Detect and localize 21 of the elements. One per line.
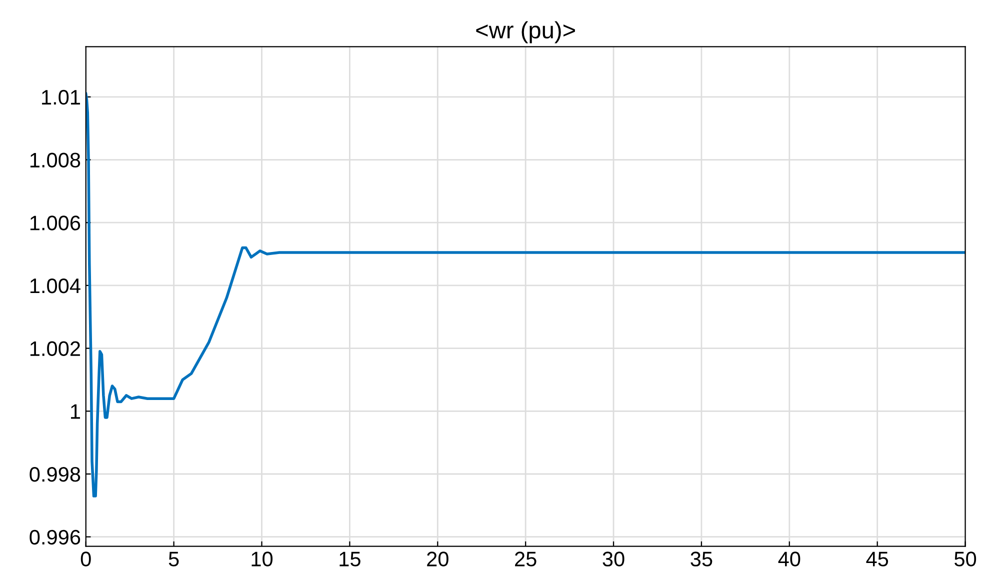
- x-tick-label: 20: [427, 552, 448, 566]
- y-tick-label: 1: [71, 404, 80, 419]
- y-tick-label: 1.006: [30, 216, 80, 230]
- x-tick-label: 15: [340, 552, 360, 566]
- y-tick-label: 1.004: [30, 278, 80, 294]
- y-tick-label: 0.996: [30, 530, 80, 545]
- x-tick-label: 50: [954, 552, 976, 566]
- x-tick-label: 30: [602, 552, 624, 566]
- x-tick-label: 10: [252, 552, 273, 566]
- x-tick-label: 35: [690, 552, 712, 566]
- line-series: [86, 92, 966, 498]
- x-tick-label: 45: [866, 552, 888, 566]
- y-tick-label: 0.998: [30, 467, 80, 482]
- y-tick-label: 1.01: [42, 90, 80, 105]
- x-tick-label: 25: [515, 552, 536, 566]
- y-tick-label: 1.008: [30, 152, 80, 168]
- y-tick-label: 1.002: [30, 341, 80, 356]
- chart-title: <wr (pu)>: [476, 21, 575, 44]
- x-tick-label: 5: [168, 552, 179, 566]
- x-tick-label: 40: [778, 552, 800, 566]
- x-tick-label: 0: [80, 552, 91, 566]
